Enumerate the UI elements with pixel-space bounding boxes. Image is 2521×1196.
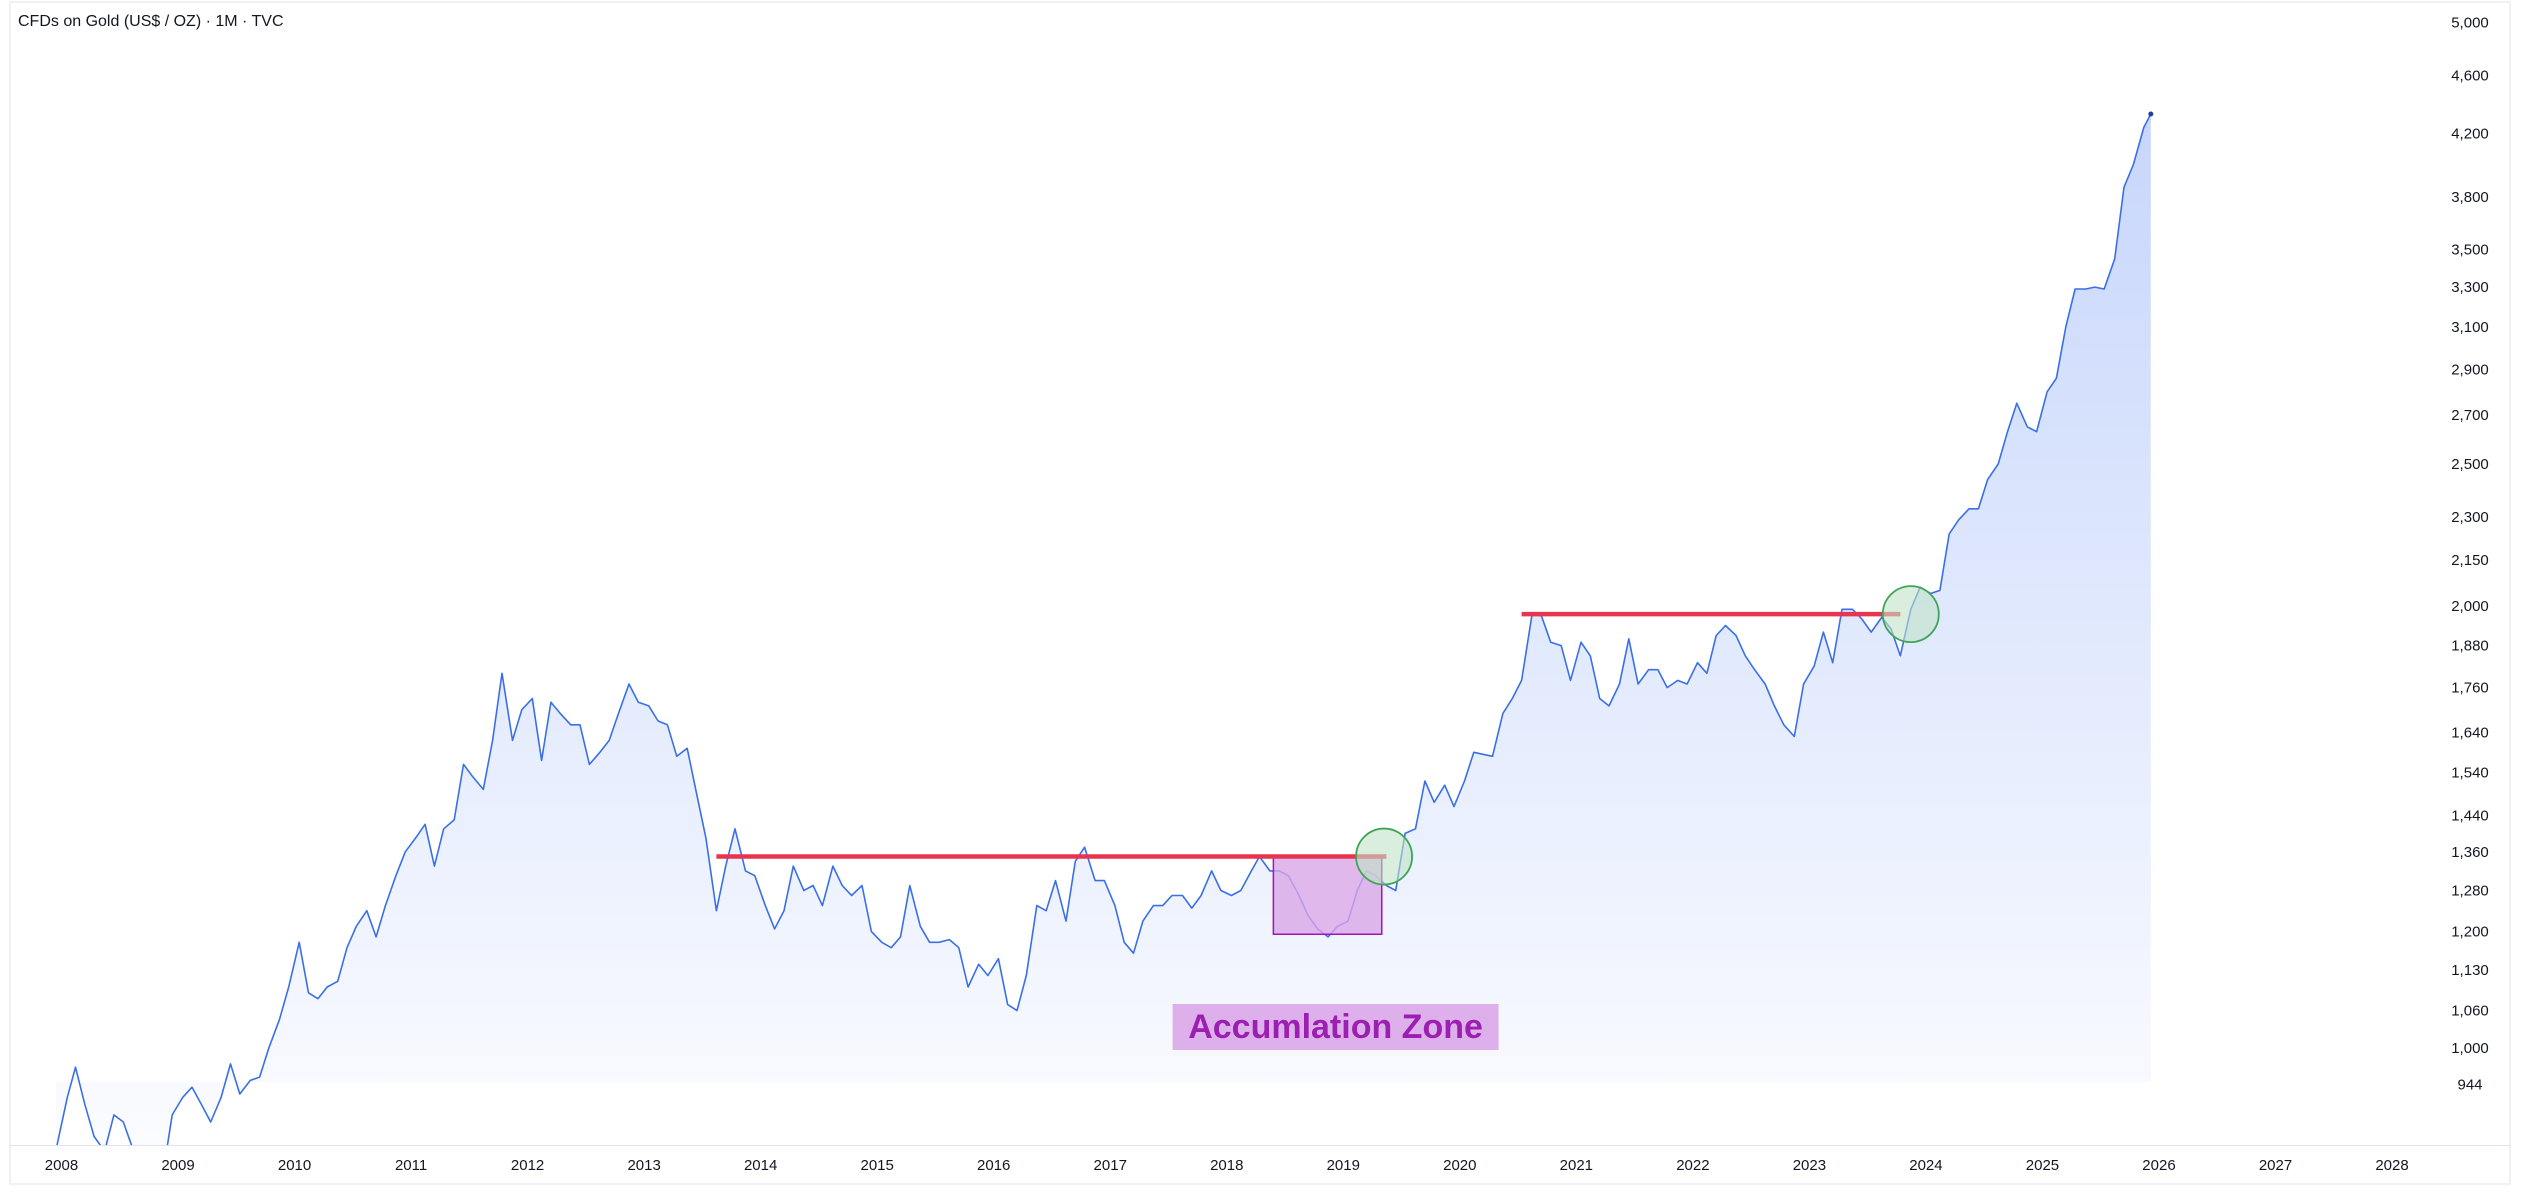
x-tick-label: 2014: [744, 1157, 777, 1174]
y-tick-label: 1,280: [2451, 882, 2489, 899]
y-tick-label: 1,000: [2451, 1040, 2489, 1057]
x-tick-label: 2024: [1909, 1157, 1942, 1174]
x-tick-label: 2015: [860, 1157, 893, 1174]
y-tick-label: 2,150: [2451, 552, 2489, 569]
x-tick-label: 2018: [1210, 1157, 1243, 1174]
y-tick-label: 1,130: [2451, 962, 2489, 979]
y-tick-label: 2,000: [2451, 598, 2489, 615]
y-tick-label: 3,100: [2451, 319, 2489, 336]
x-tick-label: 2010: [278, 1157, 311, 1174]
x-tick-label: 2012: [511, 1157, 544, 1174]
x-tick-label: 2020: [1443, 1157, 1476, 1174]
x-tick-label: 2019: [1327, 1157, 1360, 1174]
y-tick-label: 1,060: [2451, 1003, 2489, 1020]
symbol-title: CFDs on Gold (US$ / OZ) · 1M · TVC: [18, 13, 284, 30]
last-price-dot: [2148, 111, 2154, 117]
y-tick-label: 3,300: [2451, 279, 2489, 296]
area-layer: [55, 114, 2151, 1145]
price-area: [55, 114, 2151, 1145]
line-layer: [56, 113, 2152, 1191]
y-tick-label: 1,360: [2451, 844, 2489, 861]
x-tick-label: 2021: [1560, 1157, 1593, 1174]
y-tick-label: 1,760: [2451, 680, 2489, 697]
y-tick-label: 2,500: [2451, 456, 2489, 473]
x-axis[interactable]: 2008 2009 2010 2011 2012 2013 2014 2015 2016 2017…: [45, 1157, 2409, 1174]
x-tick-label: 2023: [1793, 1157, 1826, 1174]
y-tick-label: 2,900: [2451, 361, 2489, 378]
y-tick-label: 4,600: [2451, 67, 2489, 84]
zone-label: Accumlation Zone: [1188, 1008, 1483, 1046]
y-axis[interactable]: 944 1,000 1,060 1,130 1,200 1,280 1,360 1,440 1,…: [2451, 14, 2489, 1093]
x-tick-label: 2016: [977, 1157, 1010, 1174]
x-axis-divider: [10, 1145, 2510, 1146]
y-tick-label: 1,640: [2451, 725, 2489, 742]
y-tick-label: 5,000: [2451, 14, 2489, 31]
x-tick-label: 2022: [1676, 1157, 1709, 1174]
y-tick-label: 1,440: [2451, 807, 2489, 824]
x-tick-label: 2008: [45, 1157, 78, 1174]
breakout-circle-1[interactable]: [1355, 827, 1413, 886]
y-tick-label: 1,200: [2451, 924, 2489, 941]
annotation-layer: Accumlation Zone: [716, 111, 2154, 1050]
y-tick-label: 3,800: [2451, 189, 2489, 206]
y-tick-label: 2,700: [2451, 407, 2489, 424]
x-tick-label: 2028: [2375, 1157, 2408, 1174]
x-tick-label: 2011: [395, 1157, 427, 1174]
x-tick-label: 2009: [161, 1157, 194, 1174]
y-tick-label: 1,880: [2451, 638, 2489, 655]
y-tick-label: 3,500: [2451, 242, 2489, 259]
y-tick-label: 944: [2457, 1076, 2482, 1093]
y-tick-label: 4,200: [2451, 125, 2489, 142]
breakout-circle-2[interactable]: [1881, 585, 1940, 644]
y-tick-label: 2,300: [2451, 509, 2489, 526]
price-line[interactable]: [56, 113, 2152, 1191]
chart-border: [9, 1, 2511, 1185]
x-tick-label: 2026: [2142, 1157, 2175, 1174]
x-tick-label: 2017: [1094, 1157, 1127, 1174]
y-tick-label: 1,540: [2451, 765, 2489, 782]
zone-label-background: [1172, 1004, 1499, 1050]
x-tick-label: 2027: [2259, 1157, 2292, 1174]
x-tick-label: 2025: [2026, 1157, 2059, 1174]
x-tick-label: 2013: [627, 1157, 660, 1174]
